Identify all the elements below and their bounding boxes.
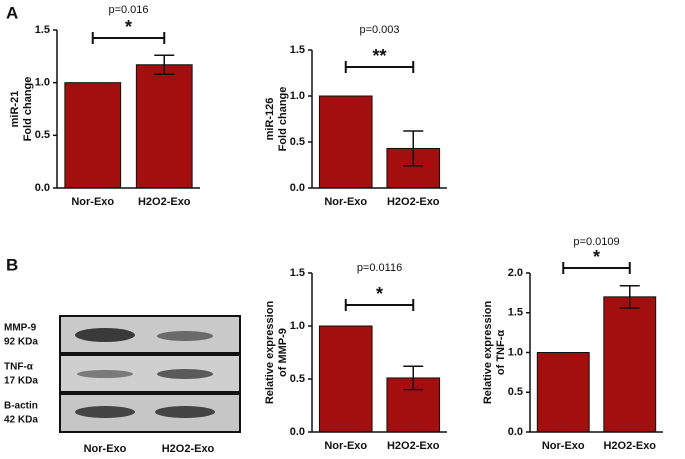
y-axis-label: Relative expression — [482, 301, 494, 405]
significance-stars: * — [593, 247, 600, 267]
blot-category: Nor-Exo — [84, 443, 127, 455]
y-axis-label: miR-126 — [264, 98, 276, 141]
bar — [318, 325, 373, 433]
blot-row-label: MMP-9 — [4, 323, 37, 334]
panel-label: B — [6, 255, 18, 274]
blot-band — [77, 370, 133, 378]
y-tick-label: 0.5 — [508, 386, 523, 398]
blot-band — [75, 406, 135, 418]
y-axis-label: of MMP-9 — [277, 328, 289, 377]
y-tick-label: 1.0 — [290, 90, 305, 102]
x-tick-label: Nor-Exo — [324, 196, 367, 208]
x-tick-label: H2O2-Exo — [387, 196, 440, 208]
blot-row-label: 17 KDa — [4, 376, 38, 387]
y-axis-label: Relative expression — [264, 301, 276, 405]
blot-row-label: 42 KDa — [4, 415, 38, 426]
blot-row-label: B-actin — [4, 401, 38, 412]
bar — [536, 352, 590, 433]
significance-stars: * — [376, 284, 383, 304]
y-axis-label: miR-21 — [9, 91, 21, 128]
y-tick-label: 2.0 — [508, 267, 523, 279]
y-tick-label: 0.0 — [290, 182, 305, 194]
x-tick-label: Nor-Exo — [324, 440, 367, 452]
y-tick-label: 1.5 — [290, 267, 305, 279]
x-tick-label: Nor-Exo — [542, 440, 585, 452]
y-tick-label: 1.0 — [290, 320, 305, 332]
y-tick-label: 0.5 — [290, 373, 305, 385]
y-tick-label: 1.5 — [290, 44, 305, 56]
p-value: p=0.0116 — [357, 262, 402, 274]
significance-stars: ** — [372, 46, 386, 66]
bar — [64, 82, 122, 189]
blot-row-label: TNF-α — [4, 362, 34, 373]
y-axis-label: Fold change — [277, 87, 289, 152]
y-tick-label: 1.5 — [35, 24, 50, 36]
x-tick-label: H2O2-Exo — [138, 196, 191, 208]
x-tick-label: Nor-Exo — [71, 196, 114, 208]
y-tick-label: 1.0 — [35, 77, 50, 89]
y-tick-label: 0.5 — [290, 136, 305, 148]
x-tick-label: H2O2-Exo — [387, 440, 440, 452]
p-value: p=0.003 — [359, 24, 399, 36]
y-axis-label: Fold change — [22, 77, 34, 142]
western-blot — [59, 315, 241, 433]
panel-label: A — [6, 3, 18, 22]
blot-band — [75, 328, 135, 342]
blot-category: H2O2-Exo — [162, 443, 215, 455]
blot-band — [157, 331, 213, 341]
y-tick-label: 0.0 — [35, 182, 50, 194]
blot-row-label: 92 KDa — [4, 337, 38, 348]
y-tick-label: 0.0 — [508, 426, 523, 438]
y-tick-label: 0.5 — [35, 129, 50, 141]
y-tick-label: 1.0 — [508, 346, 523, 358]
bar — [135, 64, 193, 189]
y-tick-label: 0.0 — [290, 426, 305, 438]
bar — [603, 296, 657, 433]
bar — [318, 95, 373, 189]
blot-band — [155, 406, 215, 418]
y-axis-label: of TNF-α — [495, 330, 507, 375]
significance-stars: * — [125, 17, 132, 37]
p-value: p=0.0109 — [573, 236, 619, 248]
y-tick-label: 1.5 — [508, 307, 523, 319]
p-value: p=0.016 — [108, 4, 148, 16]
x-tick-label: H2O2-Exo — [603, 440, 656, 452]
blot-band — [157, 369, 213, 379]
